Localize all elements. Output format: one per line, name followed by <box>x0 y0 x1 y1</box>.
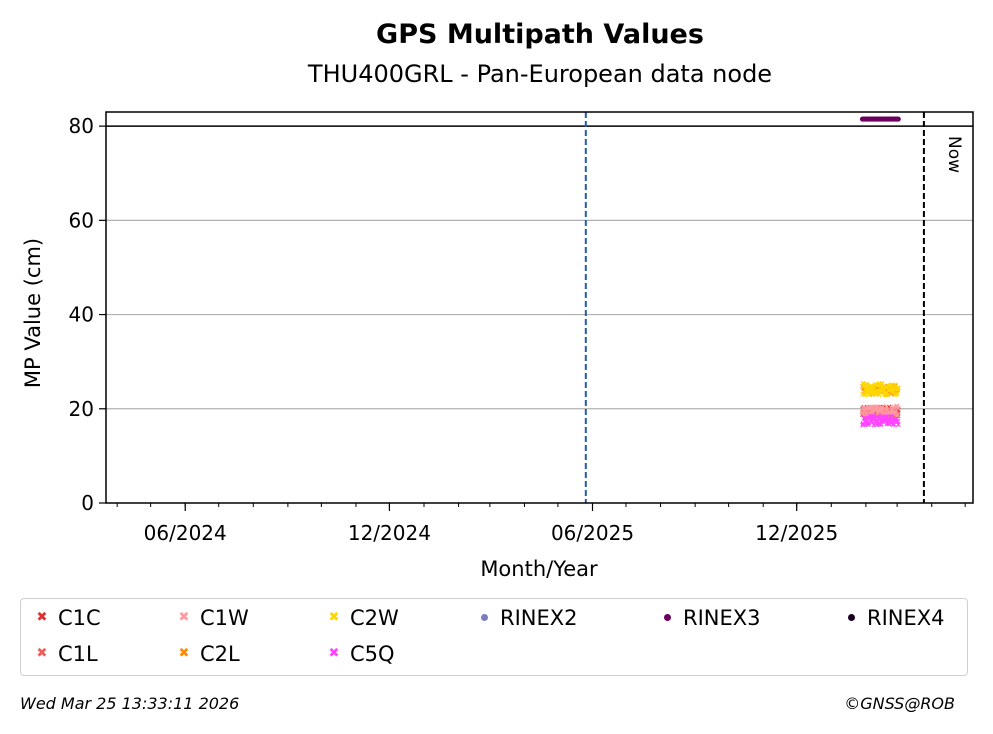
grid-lines <box>106 219 973 410</box>
legend-label-c1w: C1W <box>200 606 249 630</box>
point-c2w <box>894 391 900 397</box>
y-tick-label: 0 <box>81 491 94 515</box>
x-axis: 06/2024 12/2024 06/2025 12/2025 <box>116 503 966 545</box>
point-c1w <box>863 406 869 412</box>
legend-item-c1l: ✖ C1L <box>34 641 98 667</box>
y-tick-label: 40 <box>69 303 94 327</box>
legend-item-rinex4: RINEX4 <box>843 605 945 631</box>
legend-item-rinex3: RINEX3 <box>659 605 761 631</box>
y-tick-label: 20 <box>69 397 94 421</box>
legend-label-c2l: C2L <box>200 642 240 666</box>
point-c2w <box>864 382 870 388</box>
legend: ✖ C1C ✖ C1W ✖ C2W RINEX2 RINEX3 RINEX4 ✖… <box>20 598 968 676</box>
legend-label-c2w: C2W <box>350 606 399 630</box>
legend-marker-rinex3 <box>659 605 675 631</box>
legend-item-c1c: ✖ C1C <box>34 605 101 631</box>
point-c5q <box>888 413 894 419</box>
legend-label-rinex3: RINEX3 <box>683 606 761 630</box>
point-c5q <box>895 422 901 428</box>
data-points <box>859 116 901 428</box>
chart-subtitle: THU400GRL - Pan-European data node <box>307 60 772 88</box>
chart-title: GPS Multipath Values <box>376 19 704 50</box>
x-tick-label: 06/2024 <box>144 521 227 545</box>
point-c2w <box>888 382 893 388</box>
point-c5q <box>886 421 892 427</box>
legend-marker-rinex4 <box>843 605 859 631</box>
footer-timestamp: Wed Mar 25 13:33:11 2026 <box>20 694 240 713</box>
legend-label-rinex4: RINEX4 <box>867 606 945 630</box>
point-c2w <box>885 392 891 398</box>
reference-lines <box>106 112 973 503</box>
point-c2w <box>895 385 901 391</box>
footer-copyright: ©GNSS@ROB <box>844 694 955 713</box>
x-tick-label: 12/2025 <box>755 521 838 545</box>
legend-marker-c2w: ✖ <box>328 610 340 625</box>
y-tick-label: 60 <box>69 208 94 232</box>
point-c5q <box>861 422 867 427</box>
plot-frame <box>105 111 974 504</box>
legend-marker-c1c: ✖ <box>36 610 48 625</box>
legend-label-c1c: C1C <box>58 606 101 630</box>
legend-marker-c2l: ✖ <box>178 646 190 661</box>
point-c2w <box>879 380 885 386</box>
point-c2w <box>876 392 882 398</box>
x-axis-label: Month/Year <box>480 557 598 581</box>
legend-item-c1w: ✖ C1W <box>176 605 249 631</box>
legend-item-c2w: ✖ C2W <box>326 605 399 631</box>
point-c1w <box>895 405 901 411</box>
legend-marker-c5q: ✖ <box>328 646 340 661</box>
legend-label-c1l: C1L <box>58 642 98 666</box>
legend-marker-c1l: ✖ <box>36 646 48 661</box>
y-tick-label: 80 <box>69 114 94 138</box>
point-c1w <box>867 404 873 410</box>
y-axis-label: MP Value (cm) <box>21 238 45 388</box>
legend-label-rinex2: RINEX2 <box>500 606 578 630</box>
y-axis: 0 20 40 60 80 <box>69 114 106 515</box>
legend-item-c2l: ✖ C2L <box>176 641 240 667</box>
legend-item-rinex2: RINEX2 <box>476 605 578 631</box>
point-c2w <box>866 392 872 398</box>
legend-item-c5q: ✖ C5Q <box>326 641 395 667</box>
point-c1w <box>879 404 885 410</box>
legend-label-c5q: C5Q <box>350 642 395 666</box>
x-tick-label: 06/2025 <box>551 521 634 545</box>
x-tick-label: 12/2024 <box>348 521 431 545</box>
legend-marker-rinex2 <box>476 605 492 631</box>
now-label: Now <box>944 136 964 173</box>
legend-marker-c1w: ✖ <box>178 610 190 625</box>
point-rinex3 <box>895 116 901 122</box>
point-c1w <box>895 412 901 418</box>
